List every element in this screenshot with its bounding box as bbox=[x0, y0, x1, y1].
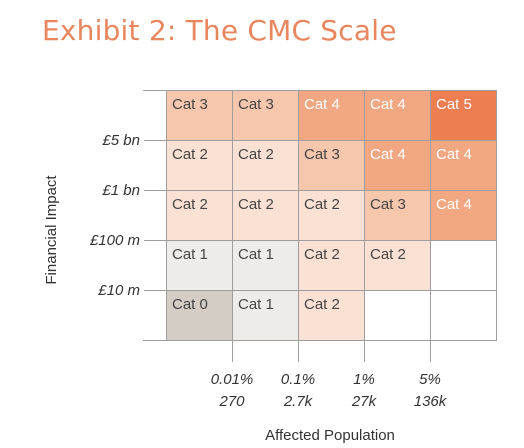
heatmap-cell bbox=[166, 190, 232, 240]
heatmap-cell bbox=[232, 140, 298, 190]
cell-label: Cat 2 bbox=[172, 146, 208, 163]
heatmap-cell bbox=[232, 90, 298, 140]
cell-label: Cat 5 bbox=[436, 96, 472, 113]
x-tick-sublabel: 270 bbox=[218, 393, 245, 410]
heatmap-cell bbox=[364, 240, 430, 290]
heatmap-cell bbox=[166, 240, 232, 290]
cell-label: Cat 4 bbox=[370, 96, 406, 113]
heatmap-cell bbox=[364, 190, 430, 240]
cell-label: Cat 2 bbox=[370, 246, 406, 263]
cell-label: Cat 2 bbox=[304, 246, 340, 263]
y-tick-label: £1 bn bbox=[101, 182, 140, 199]
x-tick-label: 5% bbox=[419, 371, 441, 388]
x-tick-label: 0.01% bbox=[211, 371, 254, 388]
heatmap-cell bbox=[298, 240, 364, 290]
heatmap-cell bbox=[166, 290, 232, 340]
heatmap-cell bbox=[166, 90, 232, 140]
x-axis-title: Affected Population bbox=[265, 427, 395, 444]
cell-label: Cat 2 bbox=[172, 196, 208, 213]
cell-label: Cat 3 bbox=[370, 196, 406, 213]
heatmap-cell bbox=[430, 140, 496, 190]
heatmap-cell bbox=[166, 140, 232, 190]
heatmap-cell bbox=[430, 190, 496, 240]
heatmap-cell bbox=[232, 190, 298, 240]
cell-label: Cat 3 bbox=[172, 96, 208, 113]
cell-label: Cat 2 bbox=[304, 296, 340, 313]
heatmap-cell bbox=[232, 240, 298, 290]
y-tick-label: £100 m bbox=[89, 232, 140, 249]
heatmap-cell bbox=[298, 90, 364, 140]
cell-label: Cat 1 bbox=[238, 246, 274, 263]
heatmap-cell bbox=[298, 190, 364, 240]
cell-label: Cat 4 bbox=[436, 146, 472, 163]
cell-label: Cat 4 bbox=[304, 96, 340, 113]
heatmap-cell bbox=[298, 140, 364, 190]
cell-label: Cat 0 bbox=[172, 296, 208, 313]
cell-label: Cat 4 bbox=[436, 196, 472, 213]
cell-label: Cat 2 bbox=[238, 146, 274, 163]
heatmap-cell bbox=[232, 290, 298, 340]
x-tick-label: 0.1% bbox=[281, 371, 315, 388]
cell-label: Cat 1 bbox=[238, 296, 274, 313]
x-tick-sublabel: 2.7k bbox=[283, 393, 314, 410]
cell-label: Cat 2 bbox=[304, 196, 340, 213]
cell-label: Cat 1 bbox=[172, 246, 208, 263]
cell-label: Cat 3 bbox=[304, 146, 340, 163]
heatmap-cell bbox=[430, 90, 496, 140]
heatmap-cell bbox=[364, 90, 430, 140]
y-axis-title: Financial Impact bbox=[43, 175, 60, 285]
cell-label: Cat 4 bbox=[370, 146, 406, 163]
x-tick-label: 1% bbox=[353, 371, 375, 388]
heatmap-cell bbox=[364, 140, 430, 190]
y-tick-label: £5 bn bbox=[101, 132, 140, 149]
y-tick-label: £10 m bbox=[97, 282, 140, 299]
heatmap-cell bbox=[298, 290, 364, 340]
cell-label: Cat 3 bbox=[238, 96, 274, 113]
chart-title: Exhibit 2: The CMC Scale bbox=[42, 14, 397, 47]
cell-label: Cat 2 bbox=[238, 196, 274, 213]
x-tick-sublabel: 27k bbox=[351, 393, 378, 410]
x-tick-sublabel: 136k bbox=[414, 393, 448, 410]
